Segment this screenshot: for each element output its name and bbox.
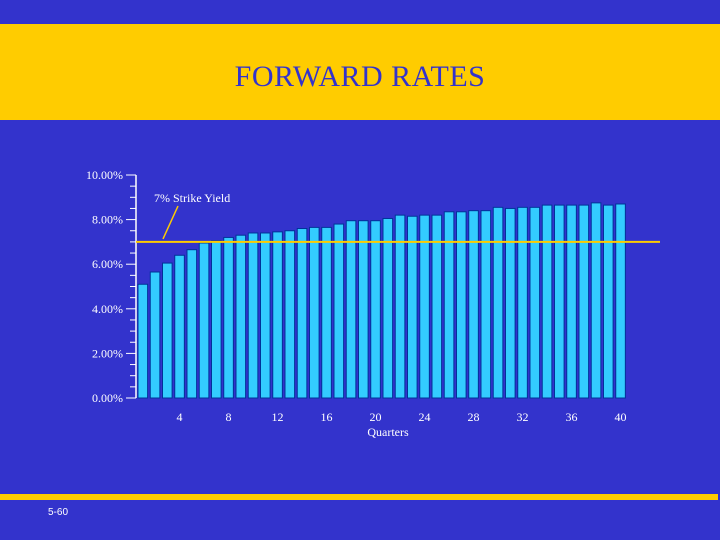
bar bbox=[162, 262, 173, 399]
bar bbox=[272, 231, 283, 399]
x-tick-label: 32 bbox=[517, 410, 529, 424]
x-tick-label: 28 bbox=[468, 410, 480, 424]
bar bbox=[309, 226, 320, 399]
bar bbox=[419, 214, 430, 399]
bar bbox=[566, 204, 577, 399]
bottom-rule bbox=[0, 494, 718, 500]
bar bbox=[554, 204, 565, 399]
bar bbox=[517, 206, 528, 399]
y-axis: 0.00% 2.00% 4.00% 6.00% 8.00% 10.00% bbox=[86, 168, 137, 405]
bar bbox=[603, 204, 614, 399]
bar bbox=[382, 217, 394, 399]
x-axis-label: Quarters bbox=[367, 425, 409, 439]
bar bbox=[615, 203, 626, 399]
bar bbox=[137, 283, 149, 399]
bar bbox=[431, 214, 443, 399]
bar bbox=[211, 240, 222, 399]
bar bbox=[198, 242, 210, 399]
strike-yield-label: 7% Strike Yield bbox=[154, 191, 230, 205]
bar bbox=[492, 206, 504, 399]
x-tick-label: 4 bbox=[177, 410, 183, 424]
bar bbox=[358, 220, 369, 399]
bar bbox=[174, 254, 185, 399]
y-tick-label: 0.00% bbox=[92, 391, 123, 405]
bar bbox=[223, 236, 234, 399]
y-tick-label: 8.00% bbox=[92, 213, 123, 227]
bar bbox=[370, 220, 381, 399]
title-band bbox=[0, 24, 720, 120]
bar bbox=[578, 204, 590, 399]
strike-yield-pointer bbox=[162, 205, 179, 240]
bar bbox=[443, 211, 455, 399]
bar bbox=[590, 202, 602, 399]
x-tick-label: 20 bbox=[370, 410, 382, 424]
bar bbox=[505, 207, 516, 399]
bar bbox=[468, 210, 479, 399]
bar bbox=[480, 210, 492, 399]
x-tick-label: 36 bbox=[566, 410, 578, 424]
bar bbox=[456, 211, 467, 399]
x-tick-label: 24 bbox=[419, 410, 431, 424]
x-tick-label: 12 bbox=[272, 410, 284, 424]
y-tick-label: 2.00% bbox=[92, 346, 123, 360]
bar bbox=[186, 249, 198, 399]
bar bbox=[149, 271, 161, 399]
slide-title: FORWARD RATES bbox=[234, 60, 486, 93]
bar bbox=[529, 206, 541, 399]
x-tick-label: 16 bbox=[321, 410, 333, 424]
bar bbox=[247, 232, 259, 399]
x-tick-label: 8 bbox=[226, 410, 232, 424]
bar bbox=[333, 223, 345, 399]
bar bbox=[284, 230, 296, 399]
x-tick-label: 40 bbox=[615, 410, 627, 424]
x-axis: 4 8 12 16 20 24 28 32 36 40 bbox=[177, 410, 627, 424]
bar bbox=[260, 232, 271, 399]
y-tick-label: 6.00% bbox=[92, 257, 123, 271]
bar bbox=[407, 215, 418, 399]
y-tick-label: 4.00% bbox=[92, 302, 123, 316]
bar bbox=[321, 226, 332, 399]
bar bbox=[235, 234, 247, 399]
bar bbox=[345, 220, 357, 399]
bar bbox=[541, 204, 553, 399]
bars bbox=[137, 202, 626, 399]
bar bbox=[296, 228, 308, 399]
slide-number: 5-60 bbox=[48, 507, 69, 518]
y-tick-label: 10.00% bbox=[86, 168, 123, 182]
bar bbox=[394, 214, 406, 399]
